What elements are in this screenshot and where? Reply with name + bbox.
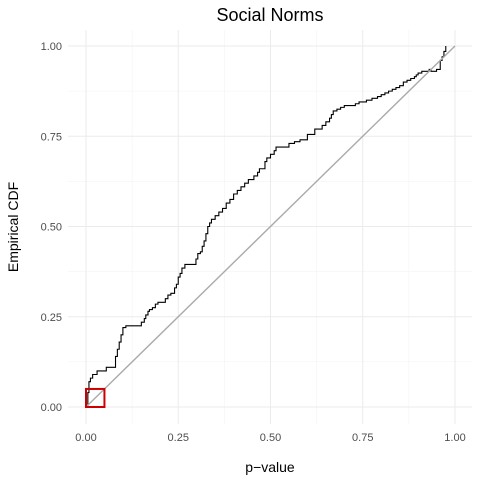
x-tick-label: 0.00: [75, 432, 96, 444]
y-tick-label: 1.00: [41, 41, 62, 53]
grid-major: [68, 30, 472, 424]
x-axis-ticks: 0.00 0.25 0.50 0.75 1.00: [75, 432, 465, 444]
y-tick-label: 0.75: [41, 131, 62, 143]
highlight-box: [85, 387, 106, 409]
series-layer: [85, 45, 456, 408]
x-tick-label: 0.25: [168, 432, 189, 444]
ecdf-step-line: [86, 46, 447, 408]
y-axis-title: Empirical CDF: [5, 182, 21, 272]
x-tick-label: 0.75: [352, 432, 373, 444]
y-tick-label: 0.50: [41, 222, 62, 234]
x-axis-title: p−value: [245, 459, 295, 475]
x-tick-label: 0.50: [260, 432, 281, 444]
y-tick-label: 0.00: [41, 402, 62, 414]
y-axis-ticks: 0.00 0.25 0.50 0.75 1.00: [41, 41, 62, 414]
reference-diagonal-line: [85, 45, 456, 408]
y-tick-label: 0.25: [41, 312, 62, 324]
chart-title: Social Norms: [216, 5, 323, 25]
annotation-layer: [85, 387, 106, 409]
x-tick-label: 1.00: [444, 432, 465, 444]
